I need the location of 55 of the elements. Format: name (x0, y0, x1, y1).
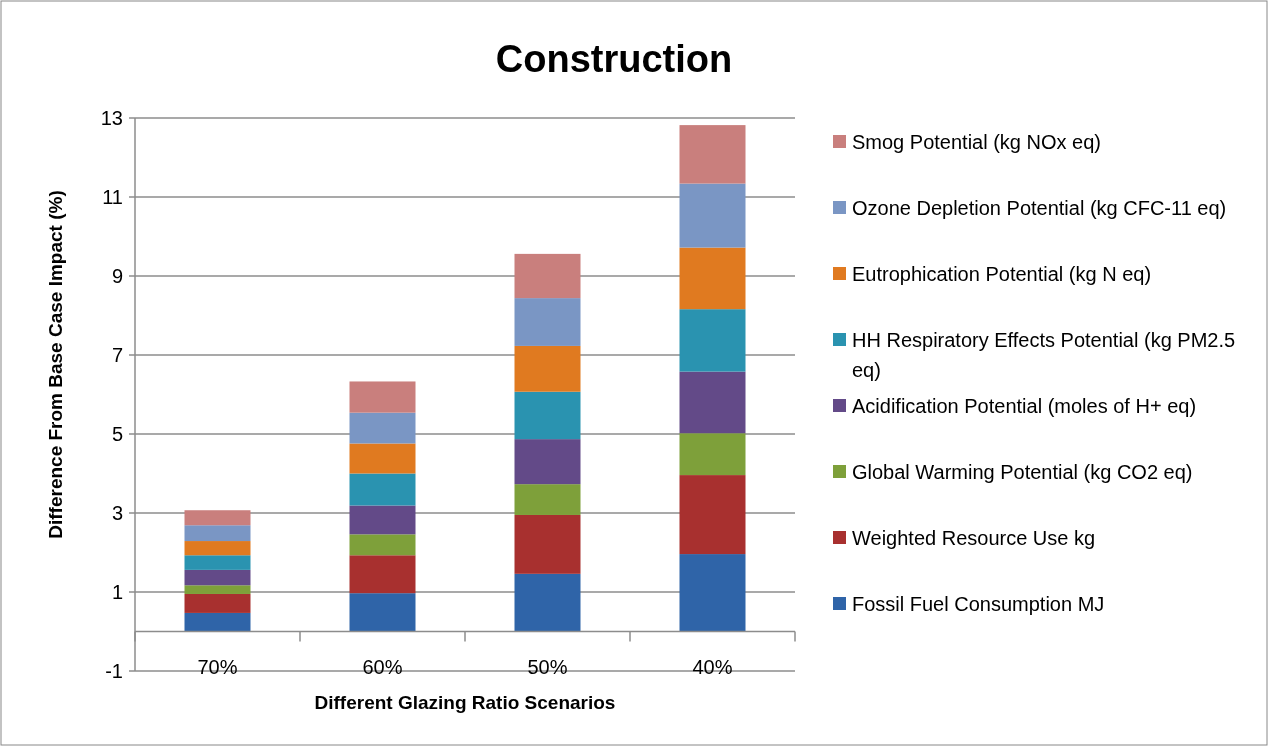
bar (184, 585, 251, 594)
y-tick-label: 7 (111, 344, 123, 366)
legend-label: Acidification Potential (moles of H+ eq) (852, 395, 1197, 417)
y-tick-label: 3 (111, 502, 123, 524)
x-axis-title: Different Glazing Ratio Scenarios (314, 692, 616, 713)
x-tick-label: 40% (692, 656, 733, 678)
bar (184, 593, 251, 613)
legend-label: Weighted Resource Use kg (852, 527, 1096, 549)
bar (514, 298, 581, 346)
bar (349, 505, 416, 535)
bar (679, 247, 746, 310)
bar (679, 125, 746, 184)
bar (184, 541, 251, 556)
legend-label: HH Respiratory Effects Potential (kg PM2.5 eq) (852, 329, 1236, 381)
y-tick-label: 1 (111, 581, 123, 603)
bar (679, 309, 746, 372)
bar (514, 253, 581, 299)
legend-label: Global Warming Potential (kg CO2 eq) (852, 461, 1193, 483)
bar (349, 593, 416, 632)
x-tick-label: 70% (197, 656, 238, 678)
bar (679, 475, 746, 555)
bar (184, 510, 251, 526)
y-tick-label: 13 (100, 107, 123, 129)
bar (349, 443, 416, 474)
bar (349, 381, 416, 413)
bar (184, 525, 251, 542)
legend-label: Eutrophication Potential (kg N eq) (852, 263, 1152, 285)
y-axis-title: Difference From Base Case Impact (%) (45, 190, 66, 539)
bar (679, 371, 746, 434)
y-tick-label: 5 (111, 423, 123, 445)
bar (514, 573, 581, 632)
bar (184, 612, 251, 632)
bar (514, 514, 581, 574)
bar (184, 555, 251, 570)
bar (514, 345, 581, 392)
bar (349, 412, 416, 444)
x-tick-label: 60% (362, 656, 403, 678)
bar (679, 554, 746, 632)
legend-label: Fossil Fuel Consumption MJ (852, 593, 1105, 615)
legend-label: Smog Potential (kg NOx eq) (852, 131, 1101, 153)
bar (349, 473, 416, 506)
bar (679, 183, 746, 248)
bar (184, 569, 251, 586)
bar (679, 433, 746, 476)
bar (349, 534, 416, 556)
x-tick-label: 50% (527, 656, 568, 678)
bar (349, 555, 416, 594)
bar (514, 439, 581, 485)
bar (514, 391, 581, 440)
chart-title: Construction (495, 38, 733, 80)
y-tick-label: 9 (111, 265, 123, 287)
y-tick-label: 11 (102, 186, 123, 208)
legend-label: Ozone Depletion Potential (kg CFC-11 eq) (852, 197, 1227, 219)
y-tick-label: -1 (105, 660, 123, 682)
bar (514, 484, 581, 515)
